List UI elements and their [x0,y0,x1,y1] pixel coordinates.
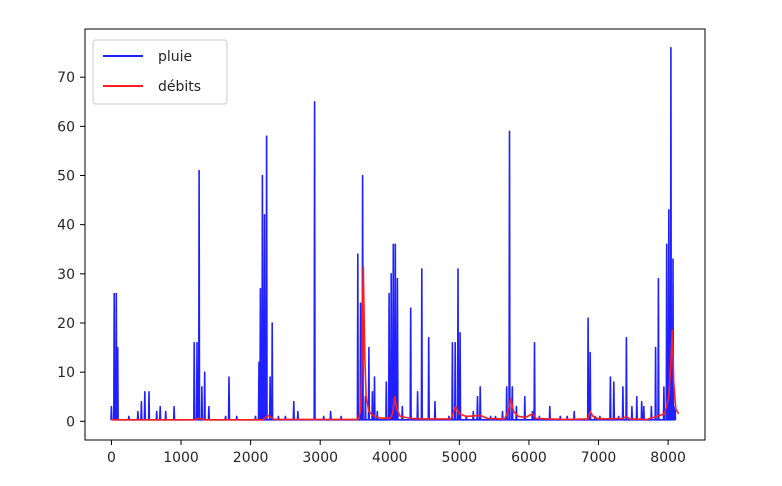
y-tick-label: 30 [57,267,75,283]
y-tick-label: 70 [57,70,75,86]
plot-frame [84,28,706,441]
series-line-debits [111,265,680,421]
legend: pluie débits [92,39,228,105]
y-tick-label: 10 [57,365,75,381]
y-tick-label: 60 [57,119,75,135]
x-tick-label: 1000 [163,450,199,466]
y-tick-label: 0 [66,414,75,430]
y-tick-label: 20 [57,316,75,332]
y-tick-label: 40 [57,218,75,234]
x-tick-label: 4000 [372,450,408,466]
x-tick-label: 8000 [650,450,686,466]
x-tick-label: 6000 [511,450,547,466]
x-tick-label: 2000 [233,450,269,466]
series-line-pluie [110,46,677,421]
legend-label-pluie: pluie [158,49,192,65]
series-layer [110,46,680,421]
legend-label-debits: débits [158,79,201,95]
y-tick-label: 50 [57,169,75,185]
x-tick-label: 5000 [442,450,478,466]
x-tick-label: 3000 [302,450,338,466]
axes-layer: 0 1000 2000 3000 4000 5000 6000 7000 8000 0 10 20 30… [57,28,706,466]
x-tick-label: 7000 [581,450,617,466]
x-tick-label: 0 [107,450,116,466]
